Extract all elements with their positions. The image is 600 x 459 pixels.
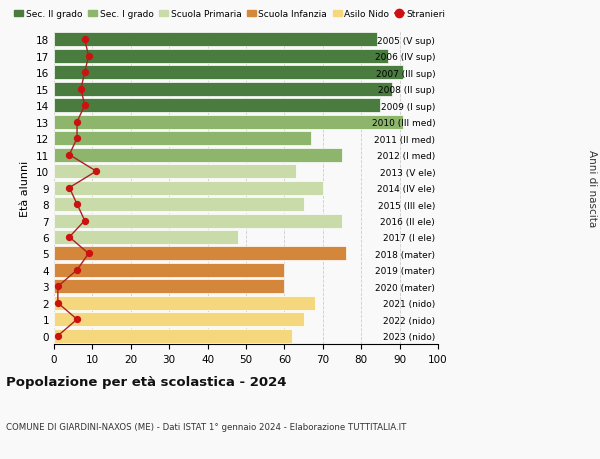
Bar	[54, 116, 403, 129]
Bar	[54, 296, 315, 310]
Point	[76, 86, 86, 93]
Legend: Sec. II grado, Sec. I grado, Scuola Primaria, Scuola Infanzia, Asilo Nido, Stran: Sec. II grado, Sec. I grado, Scuola Prim…	[11, 7, 449, 23]
Bar	[54, 66, 403, 80]
Bar	[54, 34, 377, 47]
Bar	[54, 263, 284, 277]
Text: Anni di nascita: Anni di nascita	[587, 150, 597, 227]
Point	[72, 135, 82, 143]
Bar	[54, 280, 284, 294]
Bar	[54, 83, 392, 96]
Bar	[54, 50, 388, 64]
Point	[72, 201, 82, 208]
Y-axis label: Età alunni: Età alunni	[20, 160, 31, 216]
Point	[53, 332, 62, 340]
Point	[84, 250, 94, 257]
Point	[65, 234, 74, 241]
Point	[53, 300, 62, 307]
Point	[72, 119, 82, 126]
Point	[72, 316, 82, 323]
Bar	[54, 214, 342, 228]
Bar	[54, 181, 323, 195]
Bar	[54, 132, 311, 146]
Bar	[54, 99, 380, 113]
Bar	[54, 313, 304, 327]
Point	[72, 267, 82, 274]
Text: COMUNE DI GIARDINI-NAXOS (ME) - Dati ISTAT 1° gennaio 2024 - Elaborazione TUTTIT: COMUNE DI GIARDINI-NAXOS (ME) - Dati IST…	[6, 422, 406, 431]
Bar	[54, 198, 304, 212]
Point	[80, 218, 89, 225]
Point	[91, 168, 101, 175]
Bar	[54, 230, 238, 245]
Bar	[54, 247, 346, 261]
Text: Popolazione per età scolastica - 2024: Popolazione per età scolastica - 2024	[6, 375, 287, 388]
Bar	[54, 329, 292, 343]
Point	[80, 69, 89, 77]
Point	[53, 283, 62, 291]
Point	[65, 185, 74, 192]
Point	[65, 151, 74, 159]
Point	[80, 102, 89, 110]
Point	[84, 53, 94, 61]
Bar	[54, 148, 342, 162]
Point	[80, 37, 89, 44]
Bar	[54, 165, 296, 179]
